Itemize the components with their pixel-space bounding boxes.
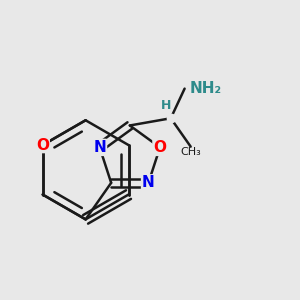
Text: H: H: [160, 99, 171, 112]
Text: N: N: [93, 140, 106, 155]
Text: O: O: [154, 140, 166, 155]
Text: O: O: [36, 137, 49, 152]
Text: CH₃: CH₃: [180, 147, 201, 157]
Text: N: N: [142, 175, 155, 190]
Text: NH₂: NH₂: [190, 81, 222, 96]
